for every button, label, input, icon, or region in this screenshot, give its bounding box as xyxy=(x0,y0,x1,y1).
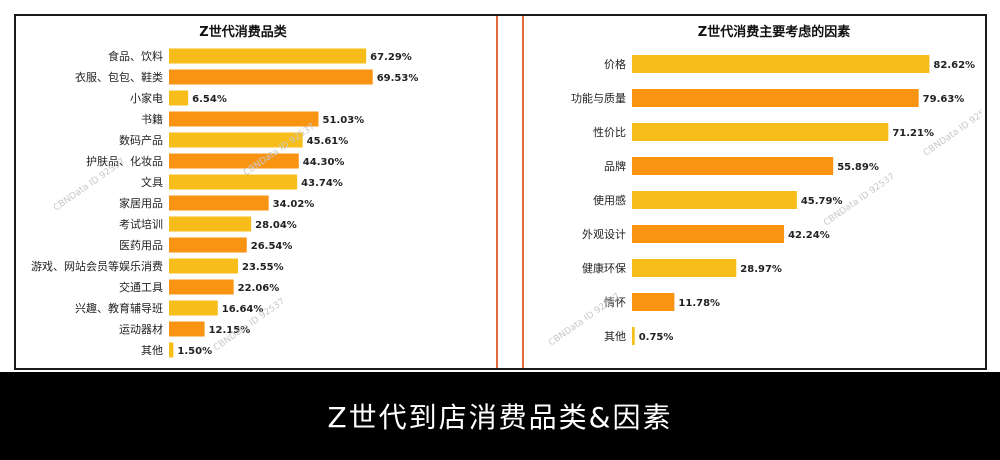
watermark-text: CBNData ID 92537 xyxy=(242,122,317,179)
value-label: 28.97% xyxy=(740,264,782,275)
bar xyxy=(169,279,234,295)
bar xyxy=(169,90,189,106)
divider-line xyxy=(496,16,498,368)
bar xyxy=(169,321,205,337)
value-label: 43.74% xyxy=(301,178,343,189)
value-label: 44.30% xyxy=(303,157,345,168)
value-label: 55.89% xyxy=(837,162,879,173)
chart-title: Z世代消费主要考虑的因素 xyxy=(698,24,850,40)
value-label: 82.62% xyxy=(933,60,975,71)
bar xyxy=(169,48,367,64)
bar xyxy=(632,123,889,141)
value-label: 67.29% xyxy=(370,52,412,63)
category-label: 价格 xyxy=(604,57,626,71)
caption-bar: Z世代到店消费品类&因素 xyxy=(0,372,1000,460)
category-label: 书籍 xyxy=(141,112,163,126)
value-label: 0.75% xyxy=(639,332,674,343)
category-label: 其他 xyxy=(604,330,626,343)
value-label: 26.54% xyxy=(251,241,293,252)
value-label: 45.79% xyxy=(801,196,843,207)
value-label: 22.06% xyxy=(238,283,280,294)
category-label: 情怀 xyxy=(604,296,626,309)
category-label: 护肤品、化妆品 xyxy=(86,154,163,168)
divider-line xyxy=(522,16,524,368)
value-label: 12.15% xyxy=(209,325,251,336)
category-label: 家居用品 xyxy=(119,196,163,210)
bar xyxy=(632,293,675,311)
category-label: 性价比 xyxy=(593,125,626,139)
category-label: 功能与质量 xyxy=(571,91,626,105)
value-label: 79.63% xyxy=(923,94,965,105)
value-label: 42.24% xyxy=(788,230,830,241)
category-label: 数码产品 xyxy=(119,133,163,147)
bar xyxy=(169,300,218,316)
category-label: 医药用品 xyxy=(119,239,163,252)
category-label: 品牌 xyxy=(604,159,626,173)
value-label: 51.03% xyxy=(323,115,365,126)
bar xyxy=(169,342,174,358)
bar xyxy=(632,157,834,175)
bar xyxy=(632,327,635,345)
category-label: 运动器材 xyxy=(119,322,163,336)
category-label: 文具 xyxy=(141,175,163,189)
bar xyxy=(169,258,239,274)
bar xyxy=(169,174,298,190)
value-label: 16.64% xyxy=(222,304,264,315)
bar xyxy=(169,216,252,232)
category-label: 使用感 xyxy=(593,194,626,207)
value-label: 34.02% xyxy=(273,199,315,210)
bar xyxy=(632,55,930,73)
category-label: 考试培训 xyxy=(119,217,163,231)
value-label: 1.50% xyxy=(177,346,212,357)
value-label: 71.21% xyxy=(892,128,934,139)
category-label: 其他 xyxy=(141,344,163,357)
chart-title: Z世代消费品类 xyxy=(199,24,287,40)
value-label: 11.78% xyxy=(678,298,720,309)
category-label: 小家电 xyxy=(130,91,163,105)
bar xyxy=(169,111,319,127)
bar xyxy=(169,132,303,148)
bar xyxy=(169,69,373,85)
bar xyxy=(632,191,797,209)
category-label: 外观设计 xyxy=(582,228,626,241)
bar xyxy=(632,89,919,107)
bar xyxy=(169,153,299,169)
category-label: 交通工具 xyxy=(119,280,163,294)
bar xyxy=(632,225,785,243)
category-label: 食品、饮料 xyxy=(108,49,163,63)
value-label: 45.61% xyxy=(307,136,349,147)
value-label: 28.04% xyxy=(255,220,297,231)
value-label: 69.53% xyxy=(377,73,419,84)
value-label: 23.55% xyxy=(242,262,284,273)
caption-title: Z世代到店消费品类&因素 xyxy=(327,401,673,434)
bar xyxy=(169,195,269,211)
bar xyxy=(169,237,247,253)
category-label: 兴趣、教育辅导班 xyxy=(75,301,163,315)
bar xyxy=(632,259,737,277)
category-label: 衣服、包包、鞋类 xyxy=(75,70,163,84)
chart-panel: Z世代消费品类食品、饮料 67.29% 衣服、包包、鞋类 69.53% 小家电 6.54%… xyxy=(0,0,1000,372)
value-label: 6.54% xyxy=(192,94,227,105)
category-label: 游戏、网站会员等娱乐消费 xyxy=(31,259,163,273)
category-label: 健康环保 xyxy=(582,261,626,275)
